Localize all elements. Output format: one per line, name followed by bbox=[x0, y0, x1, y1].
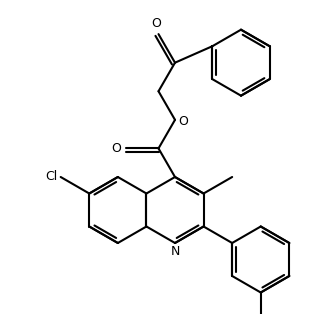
Text: O: O bbox=[112, 142, 121, 155]
Text: O: O bbox=[178, 115, 188, 128]
Text: N: N bbox=[170, 245, 180, 258]
Text: O: O bbox=[151, 17, 161, 30]
Text: Cl: Cl bbox=[46, 171, 58, 183]
